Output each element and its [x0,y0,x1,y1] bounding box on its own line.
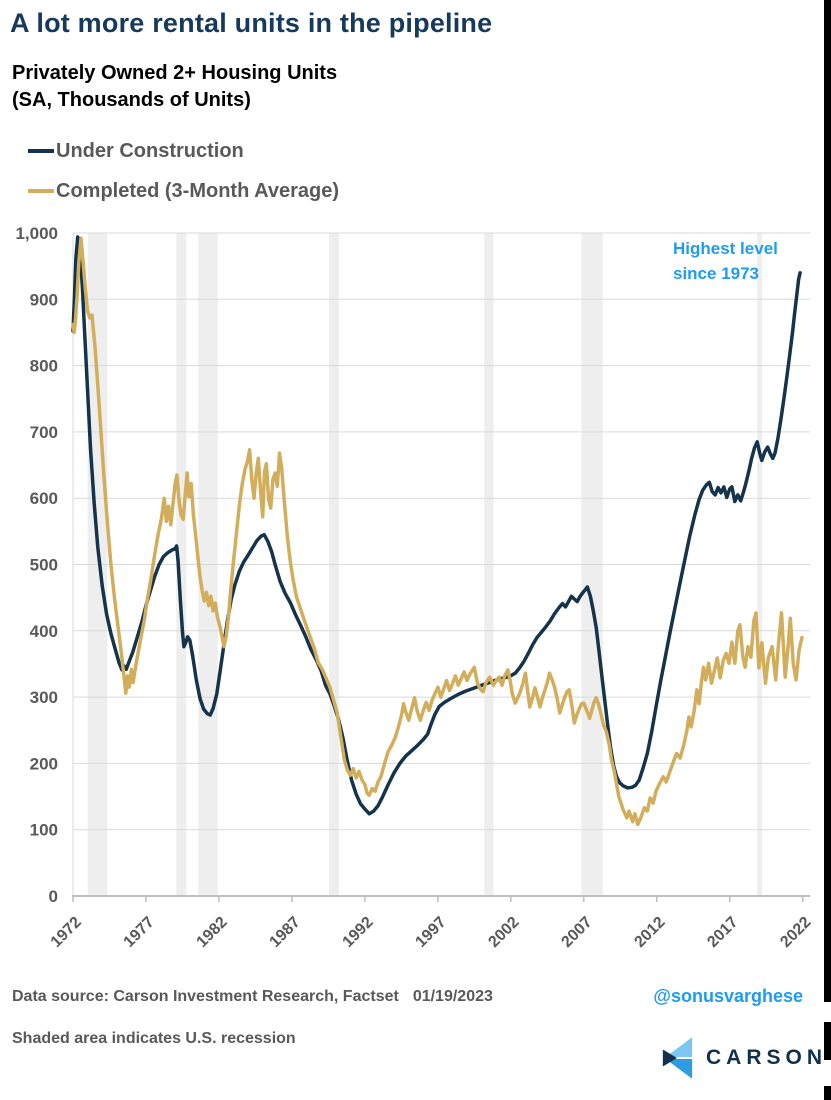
annotation-line2: since 1973 [673,264,760,283]
svg-text:1992: 1992 [340,914,377,951]
carson-logo-text: CARSON [706,1046,828,1069]
right-edge-strip [824,1022,831,1060]
chart-subtitle: Privately Owned 2+ Housing Units (SA, Th… [12,60,337,114]
footer-twitter-handle: @sonusvarghese [653,986,803,1006]
svg-text:1982: 1982 [194,914,231,951]
svg-text:200: 200 [30,754,58,773]
svg-text:2012: 2012 [631,914,668,951]
legend-label-under-construction: Under Construction [56,139,244,162]
svg-text:900: 900 [30,290,58,309]
svg-text:0: 0 [49,887,58,906]
svg-text:1997: 1997 [412,914,449,951]
footer-recession-note: Shaded area indicates U.S. recession [12,1030,296,1047]
svg-text:100: 100 [30,821,58,840]
svg-text:1987: 1987 [267,914,304,951]
page-title: A lot more rental units in the pipeline [10,8,493,38]
svg-text:800: 800 [30,357,58,376]
svg-text:500: 500 [30,556,58,575]
carson-logo-mark-icon [662,1037,693,1079]
footer-source-row: Data source: Carson Investment Research,… [12,988,493,1006]
carson-logo: CARSON [660,1036,827,1080]
legend-item-under-construction: Under Construction [28,131,339,171]
svg-text:300: 300 [30,688,58,707]
svg-text:1972: 1972 [48,914,85,951]
legend: Under Construction Completed (3-Month Av… [28,131,339,211]
gold-line-swatch-icon [28,189,54,193]
annotation-line1: Highest level [673,239,778,258]
navy-line-swatch-icon [28,149,54,153]
svg-text:2002: 2002 [485,914,522,951]
footer-source: Data source: Carson Investment Research,… [12,988,399,1005]
legend-item-completed: Completed (3-Month Average) [28,171,339,211]
footer-date: 01/19/2023 [412,988,493,1005]
svg-text:1977: 1977 [121,914,158,951]
svg-text:2017: 2017 [704,914,741,951]
chart-subtitle-line2: (SA, Thousands of Units) [12,89,251,111]
svg-text:700: 700 [30,423,58,442]
svg-text:2022: 2022 [777,914,814,951]
svg-text:400: 400 [30,622,58,641]
annotation-highest-level: Highest level since 1973 [673,236,778,286]
svg-text:600: 600 [30,489,58,508]
right-edge-strip [824,1086,831,1100]
svg-text:2007: 2007 [558,914,595,951]
svg-text:1,000: 1,000 [15,224,58,243]
legend-label-completed: Completed (3-Month Average) [56,179,339,202]
chart-subtitle-line1: Privately Owned 2+ Housing Units [12,62,338,84]
right-edge-strip [824,0,831,1002]
